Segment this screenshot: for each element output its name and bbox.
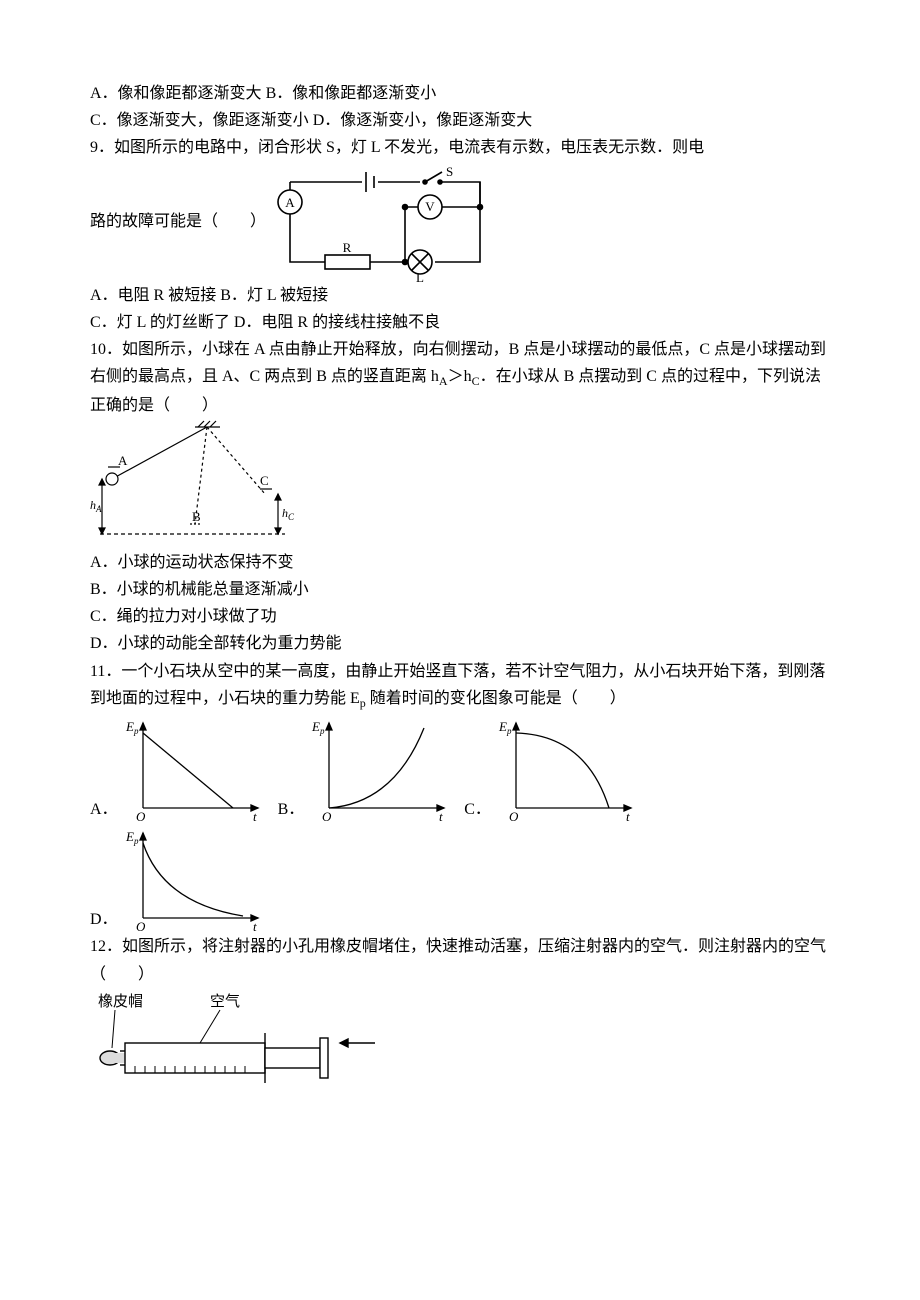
svg-text:t: t (439, 809, 443, 823)
lamp-label: L (416, 270, 424, 282)
svg-text:B: B (192, 509, 201, 524)
svg-text:O: O (136, 919, 146, 933)
svg-text:Ep: Ep (125, 829, 139, 846)
q9-opt-a[interactable]: A．电阻 R 被短接 (90, 287, 216, 304)
q12-stem: 12．如图所示，将注射器的小孔用橡皮帽堵住，快速推动活塞，压缩注射器内的空气．则… (90, 933, 830, 987)
q11-stem: 11．一个小石块从空中的某一高度，由静止开始竖直下落，若不计空气阻力，从小石块开… (90, 658, 830, 714)
q9-stem-line1: 9．如图所示的电路中，闭合形状 S，灯 L 不发光，电流表有示数，电压表无示数．… (90, 134, 830, 161)
ammeter-label: A (285, 195, 295, 210)
svg-text:hA: hA (90, 498, 102, 514)
graph-a: Ep O t (118, 713, 268, 823)
svg-text:Ep: Ep (498, 719, 512, 736)
q11-opt-d[interactable]: D． (90, 906, 118, 933)
svg-text:O: O (322, 809, 332, 823)
q8-opt-d[interactable]: D．像逐渐变小，像距逐渐变大 (313, 112, 533, 129)
graph-c: Ep O t (491, 713, 641, 823)
q10-opt-b[interactable]: B．小球的机械能总量逐渐减小 (90, 576, 830, 603)
pendulum-diagram: A B C hA hC (90, 419, 830, 549)
q8-opt-c[interactable]: C．像逐渐变大，像距逐渐变小 (90, 112, 309, 129)
q11-options-row2: D． Ep O t (90, 823, 830, 933)
q11-opt-c[interactable]: C． (464, 796, 491, 823)
svg-text:t: t (253, 809, 257, 823)
svg-text:O: O (136, 809, 146, 823)
q10-stem: 10．如图所示，小球在 A 点由静止开始释放，向右侧摆动，B 点是小球摆动的最低… (90, 336, 830, 419)
resistor-label: R (343, 240, 352, 255)
q10-opt-a[interactable]: A．小球的运动状态保持不变 (90, 549, 830, 576)
svg-text:O: O (509, 809, 519, 823)
cap-label: 橡皮帽 (98, 993, 143, 1010)
svg-text:Ep: Ep (311, 719, 325, 736)
q10-opt-d[interactable]: D．小球的动能全部转化为重力势能 (90, 630, 830, 657)
q9-stem-line2: 路的故障可能是（ ） (90, 208, 266, 235)
switch-label: S (446, 164, 453, 179)
q9-opt-b[interactable]: B．灯 L 被短接 (220, 287, 328, 304)
syringe-diagram: 橡皮帽 空气 (90, 988, 830, 1088)
q11-options-row1: A． Ep O t B． Ep O t C． (90, 713, 830, 823)
q8-opt-b[interactable]: B．像和像距都逐渐变小 (266, 85, 437, 102)
circuit-diagram: A V S R L (270, 162, 500, 282)
svg-text:t: t (253, 919, 257, 933)
q11-opt-a[interactable]: A． (90, 796, 118, 823)
q8-opt-a[interactable]: A．像和像距都逐渐变大 (90, 85, 262, 102)
voltmeter-label: V (425, 199, 435, 214)
air-label: 空气 (210, 993, 240, 1010)
svg-text:t: t (626, 809, 630, 823)
q11-opt-b[interactable]: B． (278, 796, 305, 823)
svg-text:hC: hC (282, 506, 295, 522)
q10-opt-c[interactable]: C．绳的拉力对小球做了功 (90, 603, 830, 630)
q9-opt-c[interactable]: C．灯 L 的灯丝断了 (90, 314, 230, 331)
svg-text:C: C (260, 473, 269, 488)
graph-d: Ep O t (118, 823, 268, 933)
svg-text:A: A (118, 453, 128, 468)
graph-b: Ep O t (304, 713, 454, 823)
svg-text:Ep: Ep (125, 719, 139, 736)
q9-opt-d[interactable]: D．电阻 R 的接线柱接触不良 (234, 314, 440, 331)
